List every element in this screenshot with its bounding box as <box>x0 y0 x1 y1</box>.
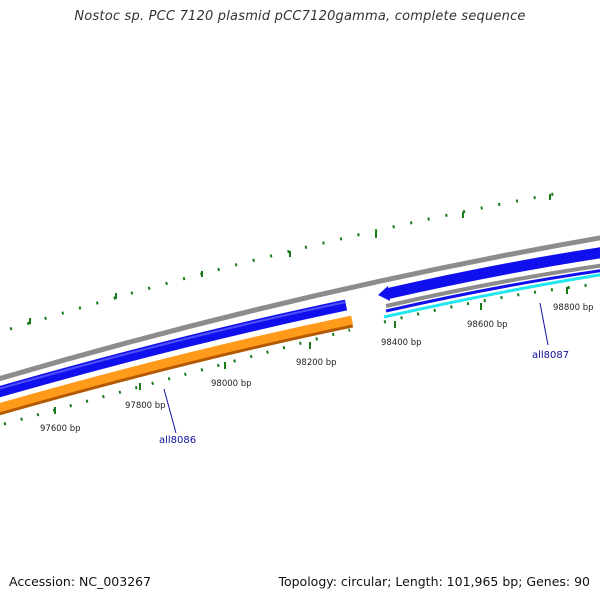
ruler-label: 97600 bp <box>40 424 81 434</box>
accession-text: Accession: NC_003267 <box>9 574 152 589</box>
secondary-track <box>385 263 600 308</box>
cyan-track <box>383 273 600 319</box>
forward-gene-arrowhead <box>378 286 390 301</box>
gene-label-all8087[interactable]: all8087 <box>532 350 569 361</box>
ruler-label: 98800 bp <box>553 303 594 313</box>
ruler-label: 98400 bp <box>381 338 422 348</box>
sequence-backbone <box>0 235 600 382</box>
map-title: Nostoc sp. PCC 7120 plasmid pCC7120gamma… <box>74 9 526 24</box>
reverse-gene-all8086[interactable] <box>0 315 353 413</box>
topology-summary: Topology: circular; Length: 101,965 bp; … <box>278 574 590 589</box>
ruler-label: 97800 bp <box>125 401 166 411</box>
outer-tick-track <box>9 190 566 331</box>
ruler-label: 98200 bp <box>296 358 337 368</box>
ruler-label: 98600 bp <box>467 320 508 330</box>
gene-callout-line-all8087 <box>539 302 549 346</box>
ruler-label: 98000 bp <box>211 379 252 389</box>
secondary-blue-track <box>385 269 600 313</box>
forward-gene-left-highlight <box>0 301 347 390</box>
forward-gene-all8087[interactable] <box>384 247 600 300</box>
gene-callout-line-all8086 <box>163 388 177 434</box>
gene-label-all8086[interactable]: all8086 <box>159 435 196 446</box>
forward-gene-left[interactable] <box>0 299 348 398</box>
inner-tick-track <box>3 282 599 426</box>
